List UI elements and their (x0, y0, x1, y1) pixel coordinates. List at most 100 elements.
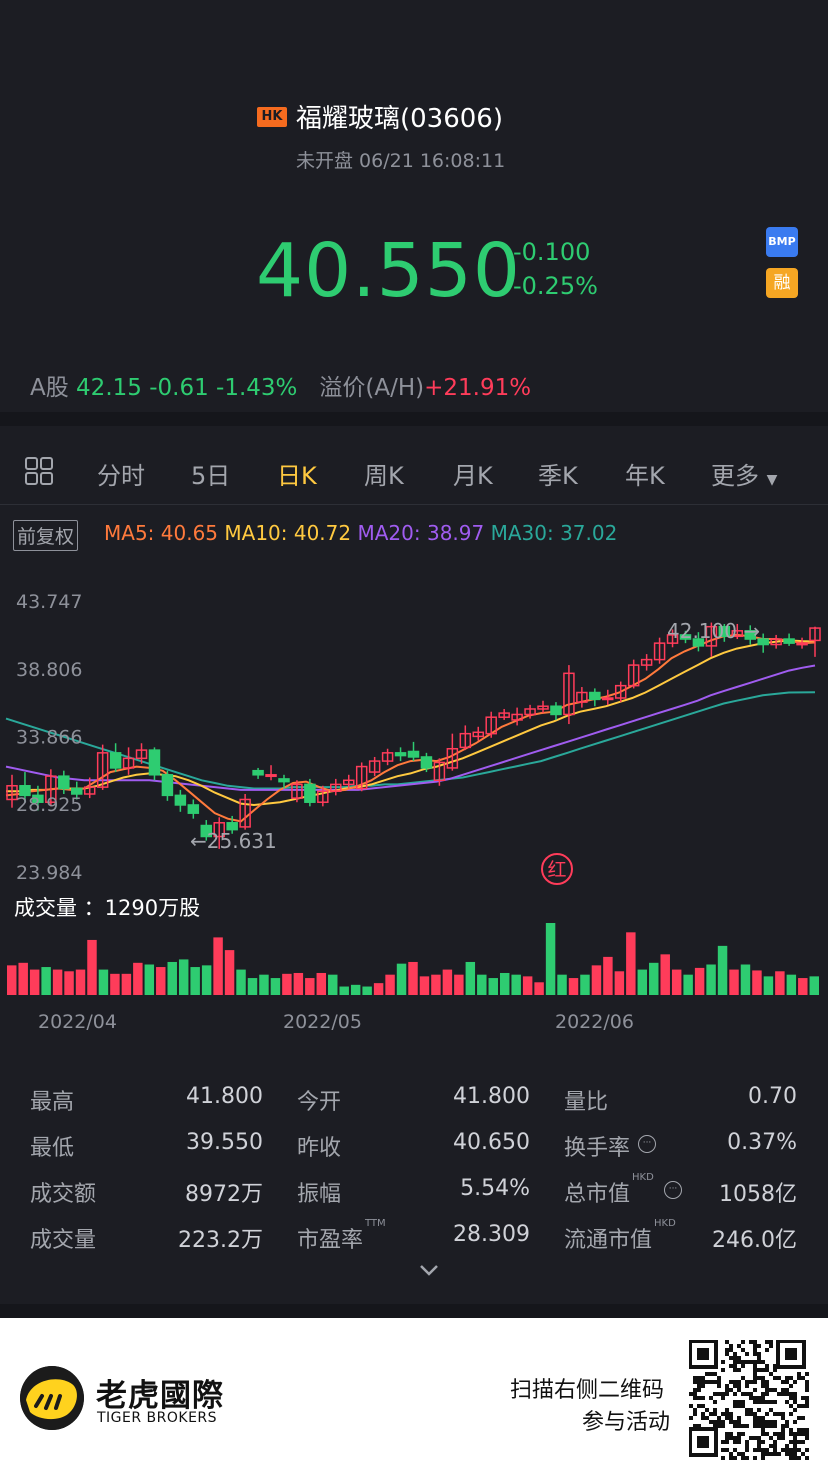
qr-module (737, 1388, 741, 1392)
qr-module (781, 1428, 785, 1432)
volume-bar (431, 974, 441, 995)
qr-module (737, 1424, 741, 1428)
adjust-button[interactable]: 前复权 (13, 520, 79, 551)
qr-module (773, 1424, 777, 1428)
volume-bar (110, 973, 120, 995)
qr-module (725, 1436, 729, 1440)
grid-icon[interactable] (24, 456, 54, 486)
qr-module (737, 1368, 741, 1372)
chevron-down-icon[interactable] (418, 1262, 440, 1278)
qr-module (757, 1448, 761, 1452)
candle-up (368, 760, 381, 773)
candle-down (783, 638, 795, 644)
volume-bar (305, 978, 315, 995)
tab-more[interactable]: 更多 ▼ (711, 456, 777, 491)
tab-quarterly-k[interactable]: 季K (538, 462, 578, 490)
candle-up (627, 664, 640, 687)
candle-down (187, 804, 200, 814)
qr-module (741, 1360, 745, 1364)
qr-module (761, 1376, 765, 1380)
stat-label: 最高 (30, 1090, 75, 1115)
qr-module (753, 1364, 757, 1368)
market-status: 未开盘 06/21 16:08:11 (296, 150, 506, 172)
qr-module (737, 1344, 741, 1348)
info-icon[interactable]: ··· (638, 1135, 656, 1153)
candle-up (265, 774, 277, 778)
qr-module (701, 1412, 705, 1416)
tab-5day[interactable]: 5日 (191, 462, 231, 490)
volume-bar (396, 963, 407, 995)
qr-module (773, 1432, 777, 1436)
qr-module (777, 1376, 781, 1380)
qr-module (769, 1400, 773, 1404)
volume-bar (763, 976, 774, 995)
stat-label: 量比 (564, 1090, 609, 1115)
volume-bar (408, 961, 418, 995)
a-share-label: A股 (30, 375, 69, 401)
bmp-badge[interactable]: BMP (766, 227, 798, 257)
qr-module (705, 1416, 709, 1420)
qr-module (721, 1412, 725, 1416)
stat-value: 41.800 (453, 1084, 530, 1109)
qr-module (733, 1384, 737, 1388)
a-share-line[interactable]: A股 42.15 -0.61 -1.43% 溢价(A/H)+21.91% (30, 368, 531, 402)
qr-module (793, 1448, 797, 1452)
stat-superscript: TTM (365, 1218, 386, 1229)
info-icon[interactable]: ··· (664, 1181, 682, 1199)
tab-intraday[interactable]: 分时 (97, 462, 145, 490)
qr-module (749, 1436, 753, 1440)
qr-module (761, 1368, 765, 1372)
y-tick-label: 28.925 (16, 794, 82, 816)
qr-module (753, 1340, 757, 1344)
last-price: 40.550 (256, 228, 521, 314)
tab-weekly-k[interactable]: 周K (364, 462, 404, 490)
qr-module (737, 1380, 741, 1384)
qr-module (749, 1396, 753, 1400)
qr-module (753, 1380, 757, 1384)
stat-value: 39.550 (186, 1130, 263, 1155)
qr-module (805, 1384, 809, 1388)
candle-down (148, 749, 161, 776)
candle-up (239, 798, 251, 828)
red-badge[interactable]: 红 (541, 853, 573, 885)
qr-module (761, 1428, 765, 1432)
tab-monthly-k[interactable]: 月K (453, 462, 493, 490)
red-badge-text: 红 (547, 859, 566, 881)
qr-module (801, 1404, 805, 1408)
qr-module (781, 1432, 785, 1436)
volume-bar (201, 965, 212, 995)
qr-module (709, 1412, 713, 1416)
candle-up (576, 691, 588, 703)
qr-module (753, 1360, 757, 1364)
qr-module (785, 1420, 789, 1424)
qr-module (801, 1428, 805, 1432)
candle-down (304, 783, 316, 803)
stat-value: 5.54% (460, 1176, 530, 1201)
ma10-line (6, 639, 816, 807)
qr-module (789, 1412, 793, 1416)
candle-down (32, 794, 44, 803)
qr-code-icon[interactable] (689, 1340, 809, 1460)
qr-module (797, 1440, 801, 1444)
qr-module (769, 1444, 773, 1448)
qr-module (697, 1376, 701, 1380)
qr-module (757, 1396, 761, 1400)
x-axis-labels: 2022/04 2022/05 2022/06 (38, 1011, 634, 1033)
margin-badge[interactable]: 融 (766, 268, 798, 298)
tab-yearly-k[interactable]: 年K (625, 462, 665, 490)
qr-module (773, 1440, 777, 1444)
volume-bar (465, 961, 476, 995)
qr-module (789, 1448, 793, 1452)
qr-module (761, 1420, 765, 1424)
volume-bar (809, 976, 819, 995)
tab-daily-k[interactable]: 日K (277, 462, 317, 490)
qr-module (733, 1456, 737, 1460)
qr-module (693, 1412, 697, 1416)
qr-module (765, 1364, 769, 1368)
qr-module (757, 1352, 761, 1356)
qr-module (789, 1376, 793, 1380)
section-divider (0, 1304, 828, 1318)
candle-down (744, 630, 756, 640)
volume-bar (293, 972, 304, 995)
